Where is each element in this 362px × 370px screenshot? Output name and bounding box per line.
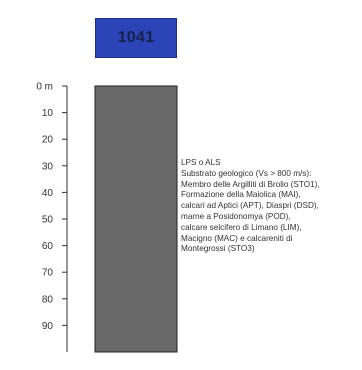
layer-description-line: Formazione della Maiolica (MAI), <box>181 190 301 200</box>
depth-tick-label: 70 <box>42 268 54 279</box>
depth-tick-label: 0 m <box>36 82 53 93</box>
stratigraphic-column <box>94 85 178 353</box>
well-id-label: 1041 <box>117 29 155 46</box>
layer-description-line: LPS o ALS <box>181 158 221 167</box>
depth-tick-label: 60 <box>42 241 54 252</box>
well-id-badge: 1041 <box>95 18 177 58</box>
depth-tick-label: 20 <box>42 135 54 146</box>
depth-tick-label: 90 <box>42 321 54 332</box>
layer-block <box>94 85 178 353</box>
layer-description-line: calcare selcifero di Limano (LIM), <box>181 222 302 232</box>
depth-tick-label: 40 <box>42 188 54 199</box>
depth-tick-label: 30 <box>42 161 54 172</box>
depth-tick-label: 50 <box>42 215 54 226</box>
depth-axis: 0 m 10 20 30 40 50 60 70 80 90 <box>36 82 68 352</box>
depth-tick-label: 10 <box>42 108 54 119</box>
layer-description-line: Montegrossi (STO3) <box>181 244 255 254</box>
layer-description-line: calcari ad Aptici (APT), Diaspri (DSD), <box>181 201 319 211</box>
layer-description-line: marne a Posidonomya (POD), <box>181 211 291 221</box>
layer-description-line: Membro delle Argilliti di Brolio (STO1), <box>181 179 320 189</box>
layer-description-line: Substrato geologico (Vs > 800 m/s): <box>181 168 312 178</box>
layer-description: LPS o ALS Substrato geologico (Vs > 800 … <box>181 158 359 255</box>
depth-tick-label: 80 <box>42 294 54 305</box>
layer-description-line: Macigno (MAC) e calcareniti di <box>181 233 293 243</box>
